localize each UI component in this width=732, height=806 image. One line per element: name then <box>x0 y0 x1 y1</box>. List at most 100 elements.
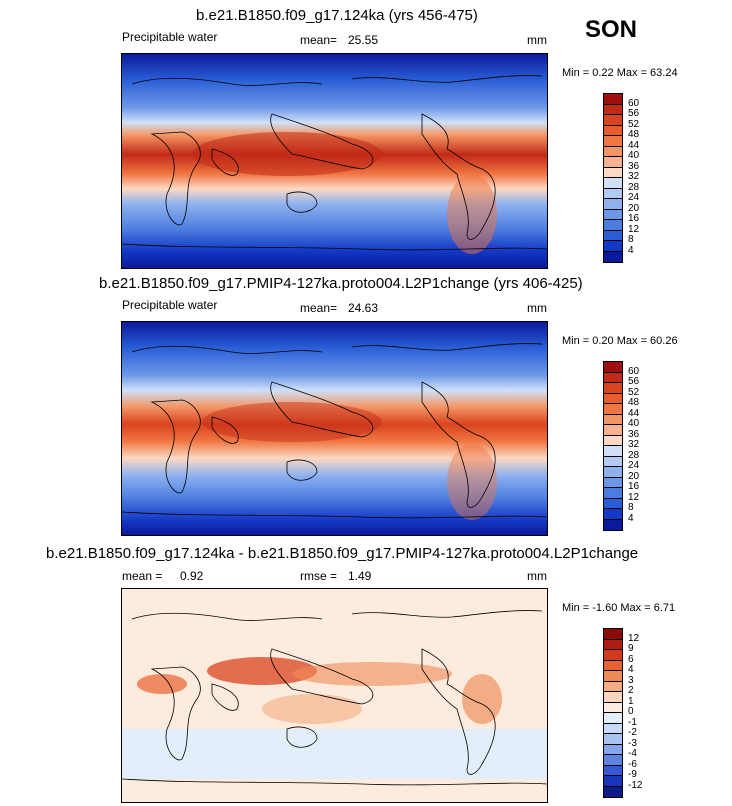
panel2-mean-label: mean= <box>300 301 338 315</box>
colorbar-swatch <box>604 509 622 520</box>
colorbar-swatch <box>604 467 622 478</box>
panel1-units: mm <box>527 33 547 47</box>
colorbar-swatch <box>604 713 622 724</box>
colorbar-swatch <box>604 519 622 530</box>
colorbar-swatch <box>604 639 622 650</box>
colorbar-swatch <box>604 660 622 671</box>
colorbar-tick-label: 1 <box>628 695 634 707</box>
colorbar-swatch <box>604 188 622 199</box>
panel1-mean: 25.55 <box>348 33 379 47</box>
colorbar-swatch <box>604 435 622 446</box>
colorbar-tick-label: -6 <box>628 758 637 770</box>
colorbar-swatch <box>604 681 622 692</box>
colorbar-swatch <box>604 199 622 210</box>
colorbar-swatch <box>604 446 622 457</box>
colorbar-tick-label: 9 <box>628 643 634 654</box>
colorbar-tick-label: -1 <box>628 716 637 728</box>
colorbar-tick-label: 0 <box>628 706 634 717</box>
colorbar-swatch <box>604 393 622 404</box>
panel1-variable: Precipitable water <box>122 30 218 44</box>
colorbar-swatch <box>604 776 622 787</box>
colorbar-tick-label: 36 <box>628 428 640 440</box>
map-panel-124ka <box>121 53 548 269</box>
colorbar-swatch <box>604 209 622 220</box>
colorbar-swatch <box>604 765 622 776</box>
colorbar-swatch <box>604 671 622 682</box>
panel3-mean-label: mean = <box>122 569 163 583</box>
colorbar-swatch <box>604 734 622 745</box>
colorbar-swatch <box>604 477 622 488</box>
colorbar-tick-label: 16 <box>628 481 640 492</box>
colorbar-tick-label: 20 <box>628 470 640 482</box>
colorbar-tick-label: 20 <box>628 202 640 214</box>
colorbar-panel2 <box>603 361 623 531</box>
colorbar-swatch <box>604 220 622 231</box>
colorbar-tick-label: 40 <box>628 418 640 429</box>
colorbar-tick-label: 16 <box>628 213 640 224</box>
panel3-units: mm <box>527 569 547 583</box>
colorbar-tick-label: 4 <box>628 244 634 256</box>
colorbar-swatch <box>604 362 622 373</box>
colorbar-swatch <box>604 744 622 755</box>
colorbar-tick-label: 6 <box>628 653 634 665</box>
colorbar-swatch <box>604 251 622 262</box>
colorbar-difference <box>603 628 623 798</box>
colorbar-tick-label: 60 <box>628 97 640 109</box>
panel2-minmax: Min = 0.20 Max = 60.26 <box>562 335 678 347</box>
panel2-title: b.e21.B1850.f09_g17.PMIP4-127ka.proto004… <box>99 275 583 292</box>
colorbar-tick-label: 24 <box>628 460 640 471</box>
colorbar-swatch <box>604 136 622 147</box>
colorbar-swatch <box>604 786 622 797</box>
panel1-mean-label: mean= <box>300 33 338 47</box>
colorbar-swatch <box>604 456 622 467</box>
colorbar-swatch <box>604 94 622 105</box>
panel2-units: mm <box>527 301 547 315</box>
panel2-mean: 24.63 <box>348 301 379 315</box>
colorbar-swatch <box>604 167 622 178</box>
panel3-title: b.e21.B1850.f09_g17.124ka - b.e21.B1850.… <box>46 545 639 562</box>
colorbar-tick-label: -4 <box>628 748 637 759</box>
colorbar-tick-label: 44 <box>628 407 640 419</box>
colorbar-tick-label: 28 <box>628 181 640 193</box>
colorbar-tick-label: 12 <box>628 223 640 235</box>
colorbar-swatch <box>604 488 622 499</box>
colorbar-tick-label: -12 <box>628 779 643 791</box>
map-panel-difference <box>121 588 548 803</box>
colorbar-swatch <box>604 498 622 509</box>
colorbar-tick-label: -3 <box>628 737 637 749</box>
colorbar-swatch <box>604 629 622 640</box>
colorbar-tick-label: 8 <box>628 502 634 513</box>
colorbar-tick-label: 4 <box>628 664 634 675</box>
colorbar-swatch <box>604 702 622 713</box>
colorbar-panel1 <box>603 93 623 263</box>
colorbar-tick-label: 8 <box>628 234 634 245</box>
colorbar-swatch <box>604 723 622 734</box>
map-panel-127ka <box>121 321 548 536</box>
colorbar-swatch <box>604 692 622 703</box>
colorbar-tick-label: 36 <box>628 160 640 172</box>
colorbar-swatch <box>604 650 622 661</box>
colorbar-tick-label: 12 <box>628 632 640 644</box>
colorbar-tick-label: 60 <box>628 365 640 377</box>
colorbar-tick-label: 44 <box>628 139 640 151</box>
colorbar-tick-label: 2 <box>628 685 634 696</box>
colorbar-swatch <box>604 755 622 766</box>
colorbar-tick-label: 52 <box>628 118 640 130</box>
colorbar-tick-label: 40 <box>628 150 640 161</box>
colorbar-tick-label: 28 <box>628 449 640 461</box>
colorbar-tick-label: 56 <box>628 108 640 119</box>
colorbar-tick-label: 48 <box>628 397 640 408</box>
colorbar-tick-label: 32 <box>628 171 640 182</box>
colorbar-swatch <box>604 125 622 136</box>
panel1-title: b.e21.B1850.f09_g17.124ka (yrs 456-475) <box>196 7 478 24</box>
colorbar-swatch <box>604 241 622 252</box>
colorbar-tick-label: 56 <box>628 376 640 387</box>
colorbar-tick-label: 52 <box>628 386 640 398</box>
colorbar-tick-label: 24 <box>628 192 640 203</box>
colorbar-swatch <box>604 383 622 394</box>
panel3-minmax: Min = -1.60 Max = 6.71 <box>562 602 676 614</box>
colorbar-swatch <box>604 230 622 241</box>
panel3-rmse-label: rmse = <box>300 569 338 583</box>
colorbar-tick-label: 12 <box>628 491 640 503</box>
colorbar-swatch <box>604 414 622 425</box>
